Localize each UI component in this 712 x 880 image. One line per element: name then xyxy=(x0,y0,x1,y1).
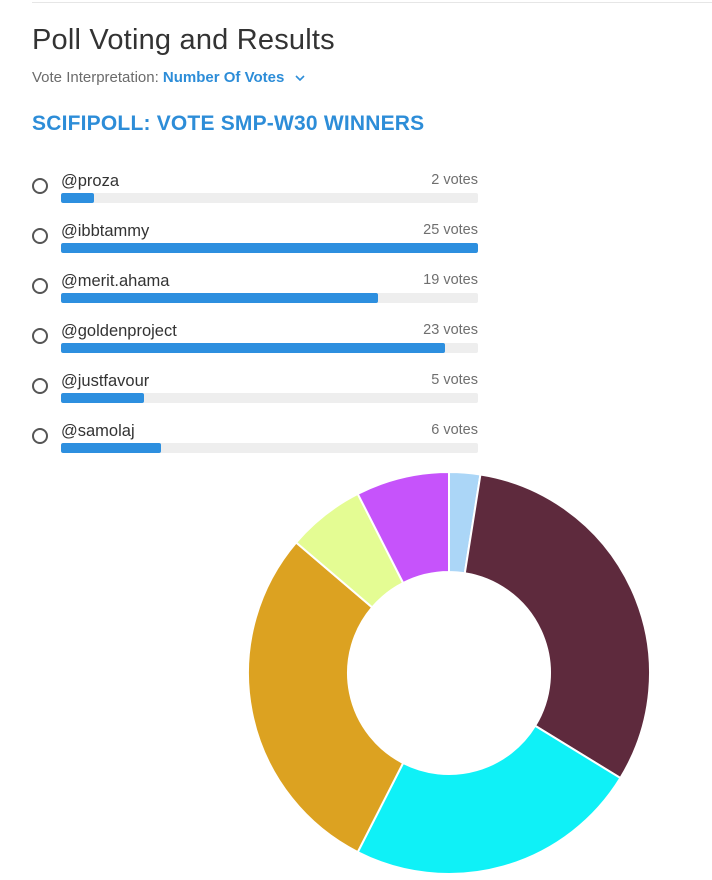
vote-bar-fill xyxy=(61,443,162,453)
poll-option-votes: 5 votes xyxy=(431,372,478,388)
vote-bar-fill xyxy=(61,193,95,203)
donut-slice xyxy=(463,473,651,780)
poll-option[interactable]: @samolaj 6 votes xyxy=(30,418,480,468)
vote-interpretation-value: Number Of Votes xyxy=(162,69,285,86)
poll-option-name: @proza xyxy=(61,172,120,190)
poll-option-votes: 6 votes xyxy=(431,422,478,438)
page-title: Poll Voting and Results xyxy=(32,24,335,56)
poll-option[interactable]: @ibbtammy 25 votes xyxy=(30,218,480,268)
poll-option[interactable]: @proza 2 votes xyxy=(30,168,480,218)
donut-slice xyxy=(247,541,405,854)
poll-title: SCIFIPOLL: VOTE SMP-W30 WINNERS xyxy=(32,112,425,135)
poll-option-name: @ibbtammy xyxy=(61,222,150,240)
poll-option-name: @justfavour xyxy=(61,372,150,390)
radio-icon[interactable] xyxy=(32,378,48,394)
vote-bar-track xyxy=(61,343,478,353)
chevron-down-icon xyxy=(294,75,305,82)
vote-bar-track xyxy=(61,243,478,253)
vote-bar-track xyxy=(61,293,478,303)
vote-bar-track xyxy=(61,393,478,403)
vote-bar-track xyxy=(61,193,478,203)
vote-interpretation: Vote Interpretation: Number Of Votes xyxy=(32,69,305,86)
radio-icon[interactable] xyxy=(32,428,48,444)
vote-interpretation-label: Vote Interpretation: xyxy=(32,69,163,86)
vote-bar-track xyxy=(61,443,478,453)
radio-icon[interactable] xyxy=(32,278,48,294)
donut-slice xyxy=(356,470,450,585)
poll-option[interactable]: @merit.ahama 19 votes xyxy=(30,268,480,318)
poll-options-list: @proza 2 votes @ibbtammy 25 votes @merit.aha… xyxy=(30,168,480,468)
poll-option-votes: 2 votes xyxy=(431,172,478,188)
donut-slice xyxy=(356,724,622,875)
vote-bar-fill xyxy=(61,393,145,403)
vote-interpretation-dropdown[interactable]: Number Of Votes xyxy=(163,69,305,86)
radio-icon[interactable] xyxy=(32,328,48,344)
vote-bar-fill xyxy=(61,243,478,253)
poll-option[interactable]: @justfavour 5 votes xyxy=(30,368,480,418)
poll-option-name: @samolaj xyxy=(61,422,135,440)
poll-option-name: @merit.ahama xyxy=(61,272,170,290)
radio-icon[interactable] xyxy=(32,228,48,244)
vote-bar-fill xyxy=(61,293,378,303)
results-donut-chart xyxy=(247,470,651,875)
poll-option[interactable]: @goldenproject 23 votes xyxy=(30,318,480,368)
poll-option-votes: 23 votes xyxy=(423,322,478,338)
top-divider xyxy=(32,2,712,3)
poll-option-votes: 25 votes xyxy=(423,222,478,238)
poll-option-name: @goldenproject xyxy=(61,322,177,340)
radio-icon[interactable] xyxy=(32,178,48,194)
vote-bar-fill xyxy=(61,343,445,353)
poll-option-votes: 19 votes xyxy=(423,272,478,288)
